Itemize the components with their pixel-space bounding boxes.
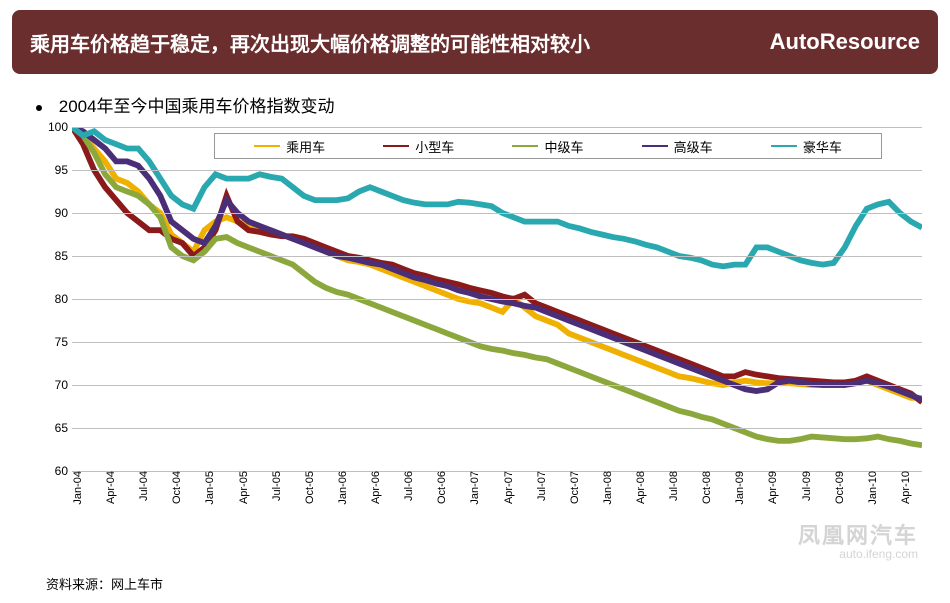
x-tick-label: Oct-05 xyxy=(304,471,316,504)
gridline xyxy=(72,256,922,257)
series-line xyxy=(72,127,922,400)
y-tick-label: 85 xyxy=(44,249,68,263)
x-tick-label: Jan-04 xyxy=(72,471,84,505)
legend-item: 中级车 xyxy=(512,137,583,156)
series-line xyxy=(72,127,922,445)
chart-legend: 乘用车 小型车 中级车 高级车 豪华车 xyxy=(214,133,882,159)
legend-item: 小型车 xyxy=(383,137,454,156)
gridline xyxy=(72,299,922,300)
x-tick-label: Jul-04 xyxy=(138,471,150,501)
x-tick-label: Jan-09 xyxy=(734,471,746,505)
x-tick-label: Oct-09 xyxy=(834,471,846,504)
x-tick-label: Oct-08 xyxy=(701,471,713,504)
x-tick-label: Apr-10 xyxy=(900,471,912,504)
chart-plot: 6065707580859095100 xyxy=(72,127,922,471)
x-tick-label: Jul-09 xyxy=(801,471,813,501)
series-line xyxy=(72,127,922,402)
y-tick-label: 70 xyxy=(44,378,68,392)
chart-subtitle: 2004年至今中国乘用车价格指数变动 xyxy=(59,97,335,116)
y-tick-label: 95 xyxy=(44,163,68,177)
legend-label: 乘用车 xyxy=(286,137,325,156)
x-tick-label: Jan-10 xyxy=(867,471,879,505)
legend-label: 小型车 xyxy=(415,137,454,156)
source-label: 资料来源：网上车市 xyxy=(46,574,163,593)
x-tick-label: Jan-06 xyxy=(337,471,349,505)
gridline xyxy=(72,342,922,343)
y-tick-label: 65 xyxy=(44,421,68,435)
x-tick-label: Jul-08 xyxy=(668,471,680,501)
x-axis-ticks: Jan-04 Apr-04 Jul-04 Oct-04 Jan-05 Apr-05 Jul-… xyxy=(72,471,922,533)
legend-line-icon xyxy=(642,145,668,147)
gridline xyxy=(72,170,922,171)
x-tick-label: Apr-09 xyxy=(767,471,779,504)
x-tick-label: Apr-06 xyxy=(370,471,382,504)
x-tick-label: Jan-05 xyxy=(204,471,216,505)
y-tick-label: 60 xyxy=(44,464,68,478)
gridline xyxy=(72,213,922,214)
legend-line-icon xyxy=(254,145,280,147)
x-tick-label: Jul-05 xyxy=(271,471,283,501)
legend-label: 中级车 xyxy=(544,137,583,156)
bullet-icon xyxy=(36,105,42,111)
watermark-line2: auto.ifeng.com xyxy=(798,548,918,561)
legend-line-icon xyxy=(512,145,538,147)
subtitle-row: 2004年至今中国乘用车价格指数变动 xyxy=(36,92,950,117)
gridline xyxy=(72,385,922,386)
legend-line-icon xyxy=(771,145,797,147)
y-tick-label: 90 xyxy=(44,206,68,220)
legend-item: 高级车 xyxy=(642,137,713,156)
x-tick-label: Oct-04 xyxy=(171,471,183,504)
header-title: 乘用车价格趋于稳定，再次出现大幅价格调整的可能性相对较小 xyxy=(30,28,590,57)
y-tick-label: 75 xyxy=(44,335,68,349)
chart-area: 乘用车小型车中级车高级车豪华车 6065707580859095100 Jan-… xyxy=(44,123,922,533)
x-tick-label: Jul-06 xyxy=(403,471,415,501)
x-tick-label: Apr-08 xyxy=(635,471,647,504)
x-tick-label: Oct-07 xyxy=(569,471,581,504)
legend-item: 豪华车 xyxy=(771,137,842,156)
legend-item: 乘用车 xyxy=(254,137,325,156)
legend-line-icon xyxy=(383,145,409,147)
y-tick-label: 100 xyxy=(44,120,68,134)
header-bar: 乘用车价格趋于稳定，再次出现大幅价格调整的可能性相对较小 AutoResourc… xyxy=(12,10,938,74)
x-tick-label: Jan-07 xyxy=(469,471,481,505)
gridline xyxy=(72,127,922,128)
legend-label: 豪华车 xyxy=(803,137,842,156)
x-tick-label: Apr-04 xyxy=(105,471,117,504)
y-tick-label: 80 xyxy=(44,292,68,306)
series-line xyxy=(72,127,922,398)
header-brand: AutoResource xyxy=(770,29,920,55)
x-tick-label: Apr-05 xyxy=(238,471,250,504)
x-tick-label: Jul-07 xyxy=(536,471,548,501)
x-tick-label: Oct-06 xyxy=(436,471,448,504)
legend-label: 高级车 xyxy=(674,137,713,156)
x-tick-label: Jan-08 xyxy=(602,471,614,505)
gridline xyxy=(72,428,922,429)
x-tick-label: Apr-07 xyxy=(503,471,515,504)
